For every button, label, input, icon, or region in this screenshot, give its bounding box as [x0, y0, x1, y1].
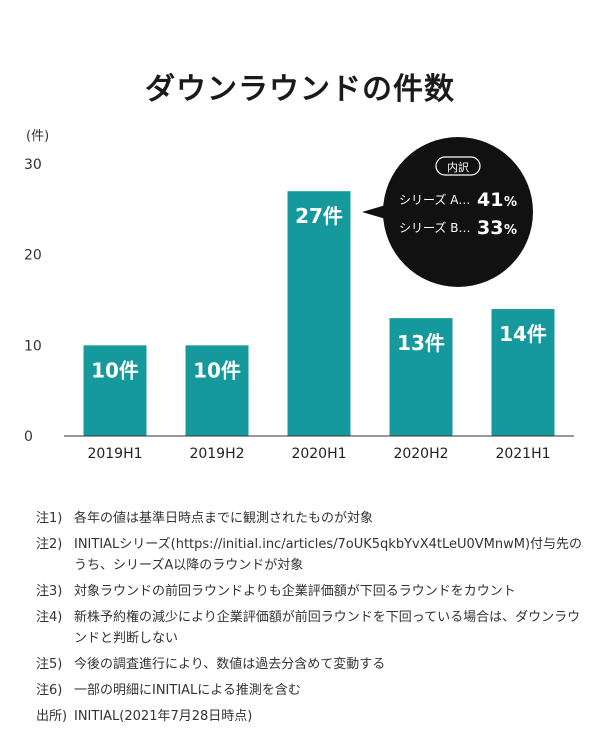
y-tick-label: 30 [24, 157, 42, 173]
footnote-label: 出所) [36, 709, 68, 724]
callout-bubble [383, 137, 533, 287]
bar-value-label: 10件 [193, 358, 241, 382]
bar-value-label: 27件 [295, 204, 343, 228]
footnotes: 注1) 各年の値は基準日時点までに観測されたものが対象 注2) INITIALシリー… [36, 508, 584, 732]
footnote-label: 注1) [36, 511, 63, 526]
chart-title: ダウンラウンドの件数 [145, 72, 455, 107]
footnote-label: 注6) [36, 683, 63, 698]
footnote-text: 今後の調査進行により、数値は過去分含めて変動する [74, 657, 386, 672]
bar-value-label: 14件 [499, 322, 547, 346]
bar [185, 345, 249, 436]
y-axis-unit: (件) [26, 129, 49, 144]
footnote-text: INITIAL(2021年7月28日時点) [74, 709, 253, 724]
y-tick-label: 10 [24, 338, 42, 354]
footnote: 注1) 各年の値は基準日時点までに観測されたものが対象 [36, 508, 584, 529]
footnote: 注4) 新株予約権の減少により企業評価額が前回ラウンドを下回っている場合は、ダウン… [36, 607, 584, 649]
bar [491, 309, 555, 436]
footnote-text: 対象ラウンドの前回ラウンドよりも企業評価額が下回るラウンドをカウント [74, 584, 516, 599]
bar [287, 191, 351, 436]
callout-heading-badge [435, 156, 481, 176]
footnote-label: 注4) [36, 610, 63, 625]
callout-row-label: シリーズ A… [399, 192, 470, 207]
footnote-text: 各年の値は基準日時点までに観測されたものが対象 [74, 511, 374, 526]
footnote-text: INITIALシリーズ(https://initial.inc/articles… [74, 537, 583, 573]
callout-row-value: 33 [477, 217, 503, 239]
y-tick-label: 0 [24, 429, 33, 445]
callout-pointer [362, 204, 389, 220]
x-tick-label: 2019H1 [87, 446, 142, 462]
x-tick-label: 2021H1 [495, 446, 550, 462]
footnote-label: 注2) [36, 537, 63, 552]
footnote: 注3) 対象ラウンドの前回ラウンドよりも企業評価額が下回るラウンドをカウント [36, 581, 584, 602]
footnote: 出所) INITIAL(2021年7月28日時点) [36, 706, 584, 727]
bar-chart: (件) 0 10 20 30 10件 2019H1 10件 2019H2 27件 2020H1 13件… [24, 129, 574, 462]
footnote-text: 新株予約権の減少により企業評価額が前回ラウンドを下回っている場合は、ダウンラウン… [74, 610, 581, 646]
footnote-label: 注5) [36, 657, 63, 672]
bar [83, 345, 147, 436]
footnote-text: 一部の明細にINITIALによる推測を含む [74, 683, 301, 698]
footnote: 注5) 今後の調査進行により、数値は過去分含めて変動する [36, 654, 584, 675]
x-tick-label: 2020H2 [393, 446, 448, 462]
x-tick-label: 2019H2 [189, 446, 244, 462]
bar [389, 318, 453, 436]
callout-row-unit: % [504, 195, 517, 210]
callout-heading: 内訳 [447, 160, 469, 174]
callout-row-value: 41 [477, 189, 503, 211]
bar-value-label: 13件 [397, 331, 445, 355]
x-tick-label: 2020H1 [291, 446, 346, 462]
footnote-label: 注3) [36, 584, 63, 599]
footnote: 注6) 一部の明細にINITIALによる推測を含む [36, 680, 584, 701]
bar-value-label: 10件 [91, 358, 139, 382]
callout-row-unit: % [504, 223, 517, 238]
footnote: 注2) INITIALシリーズ(https://initial.inc/artic… [36, 534, 584, 576]
y-tick-label: 20 [24, 248, 42, 264]
callout-row-label: シリーズ B… [399, 220, 470, 235]
